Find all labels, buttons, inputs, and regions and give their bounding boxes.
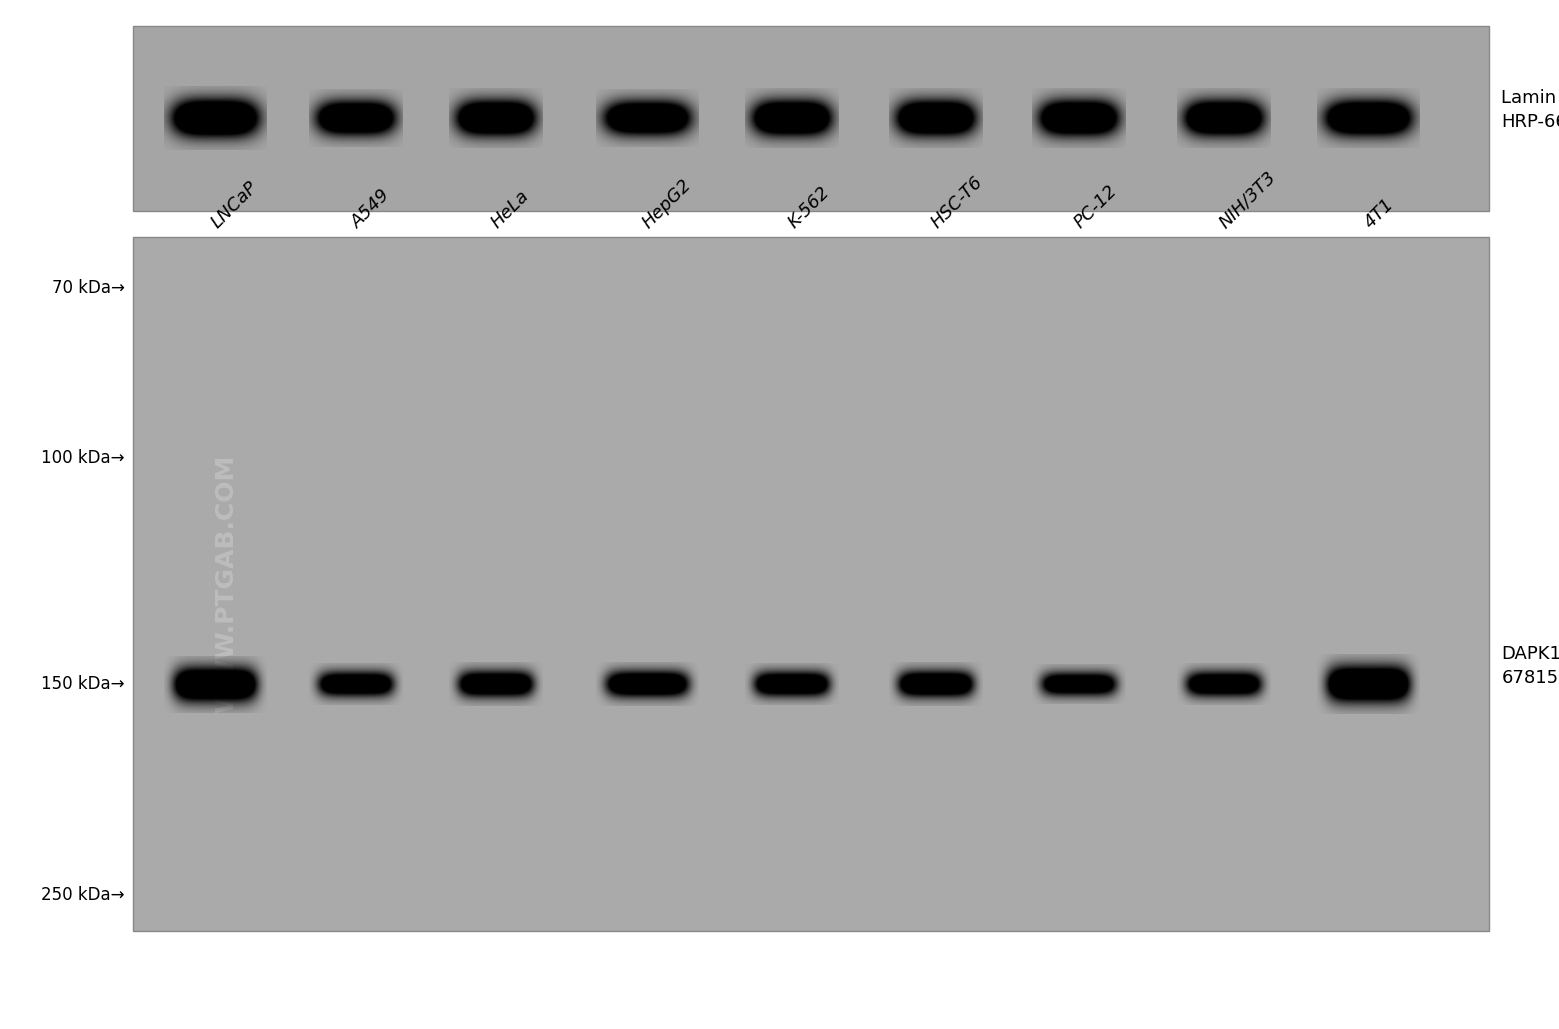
Text: WWW.PTGAB.COM: WWW.PTGAB.COM xyxy=(214,455,239,713)
Text: PC-12: PC-12 xyxy=(1071,181,1121,232)
Text: LNCaP: LNCaP xyxy=(207,178,260,232)
Text: A549: A549 xyxy=(348,185,393,232)
Text: Lamin B1
HRP-66095: Lamin B1 HRP-66095 xyxy=(1501,90,1559,131)
Text: 100 kDa→: 100 kDa→ xyxy=(41,449,125,467)
Bar xyxy=(133,26,1489,211)
Bar xyxy=(133,237,1489,931)
Text: HeLa: HeLa xyxy=(488,186,533,232)
Text: 150 kDa→: 150 kDa→ xyxy=(41,675,125,694)
Text: K-562: K-562 xyxy=(784,183,833,232)
Text: NIH/3T3: NIH/3T3 xyxy=(1216,168,1280,232)
Text: DAPK1
67815-1-Ig: DAPK1 67815-1-Ig xyxy=(1501,645,1559,686)
Text: HSC-T6: HSC-T6 xyxy=(928,173,987,232)
Text: 250 kDa→: 250 kDa→ xyxy=(41,886,125,904)
Text: 70 kDa→: 70 kDa→ xyxy=(51,279,125,297)
Text: 4T1: 4T1 xyxy=(1361,194,1398,232)
Text: HepG2: HepG2 xyxy=(639,175,695,232)
